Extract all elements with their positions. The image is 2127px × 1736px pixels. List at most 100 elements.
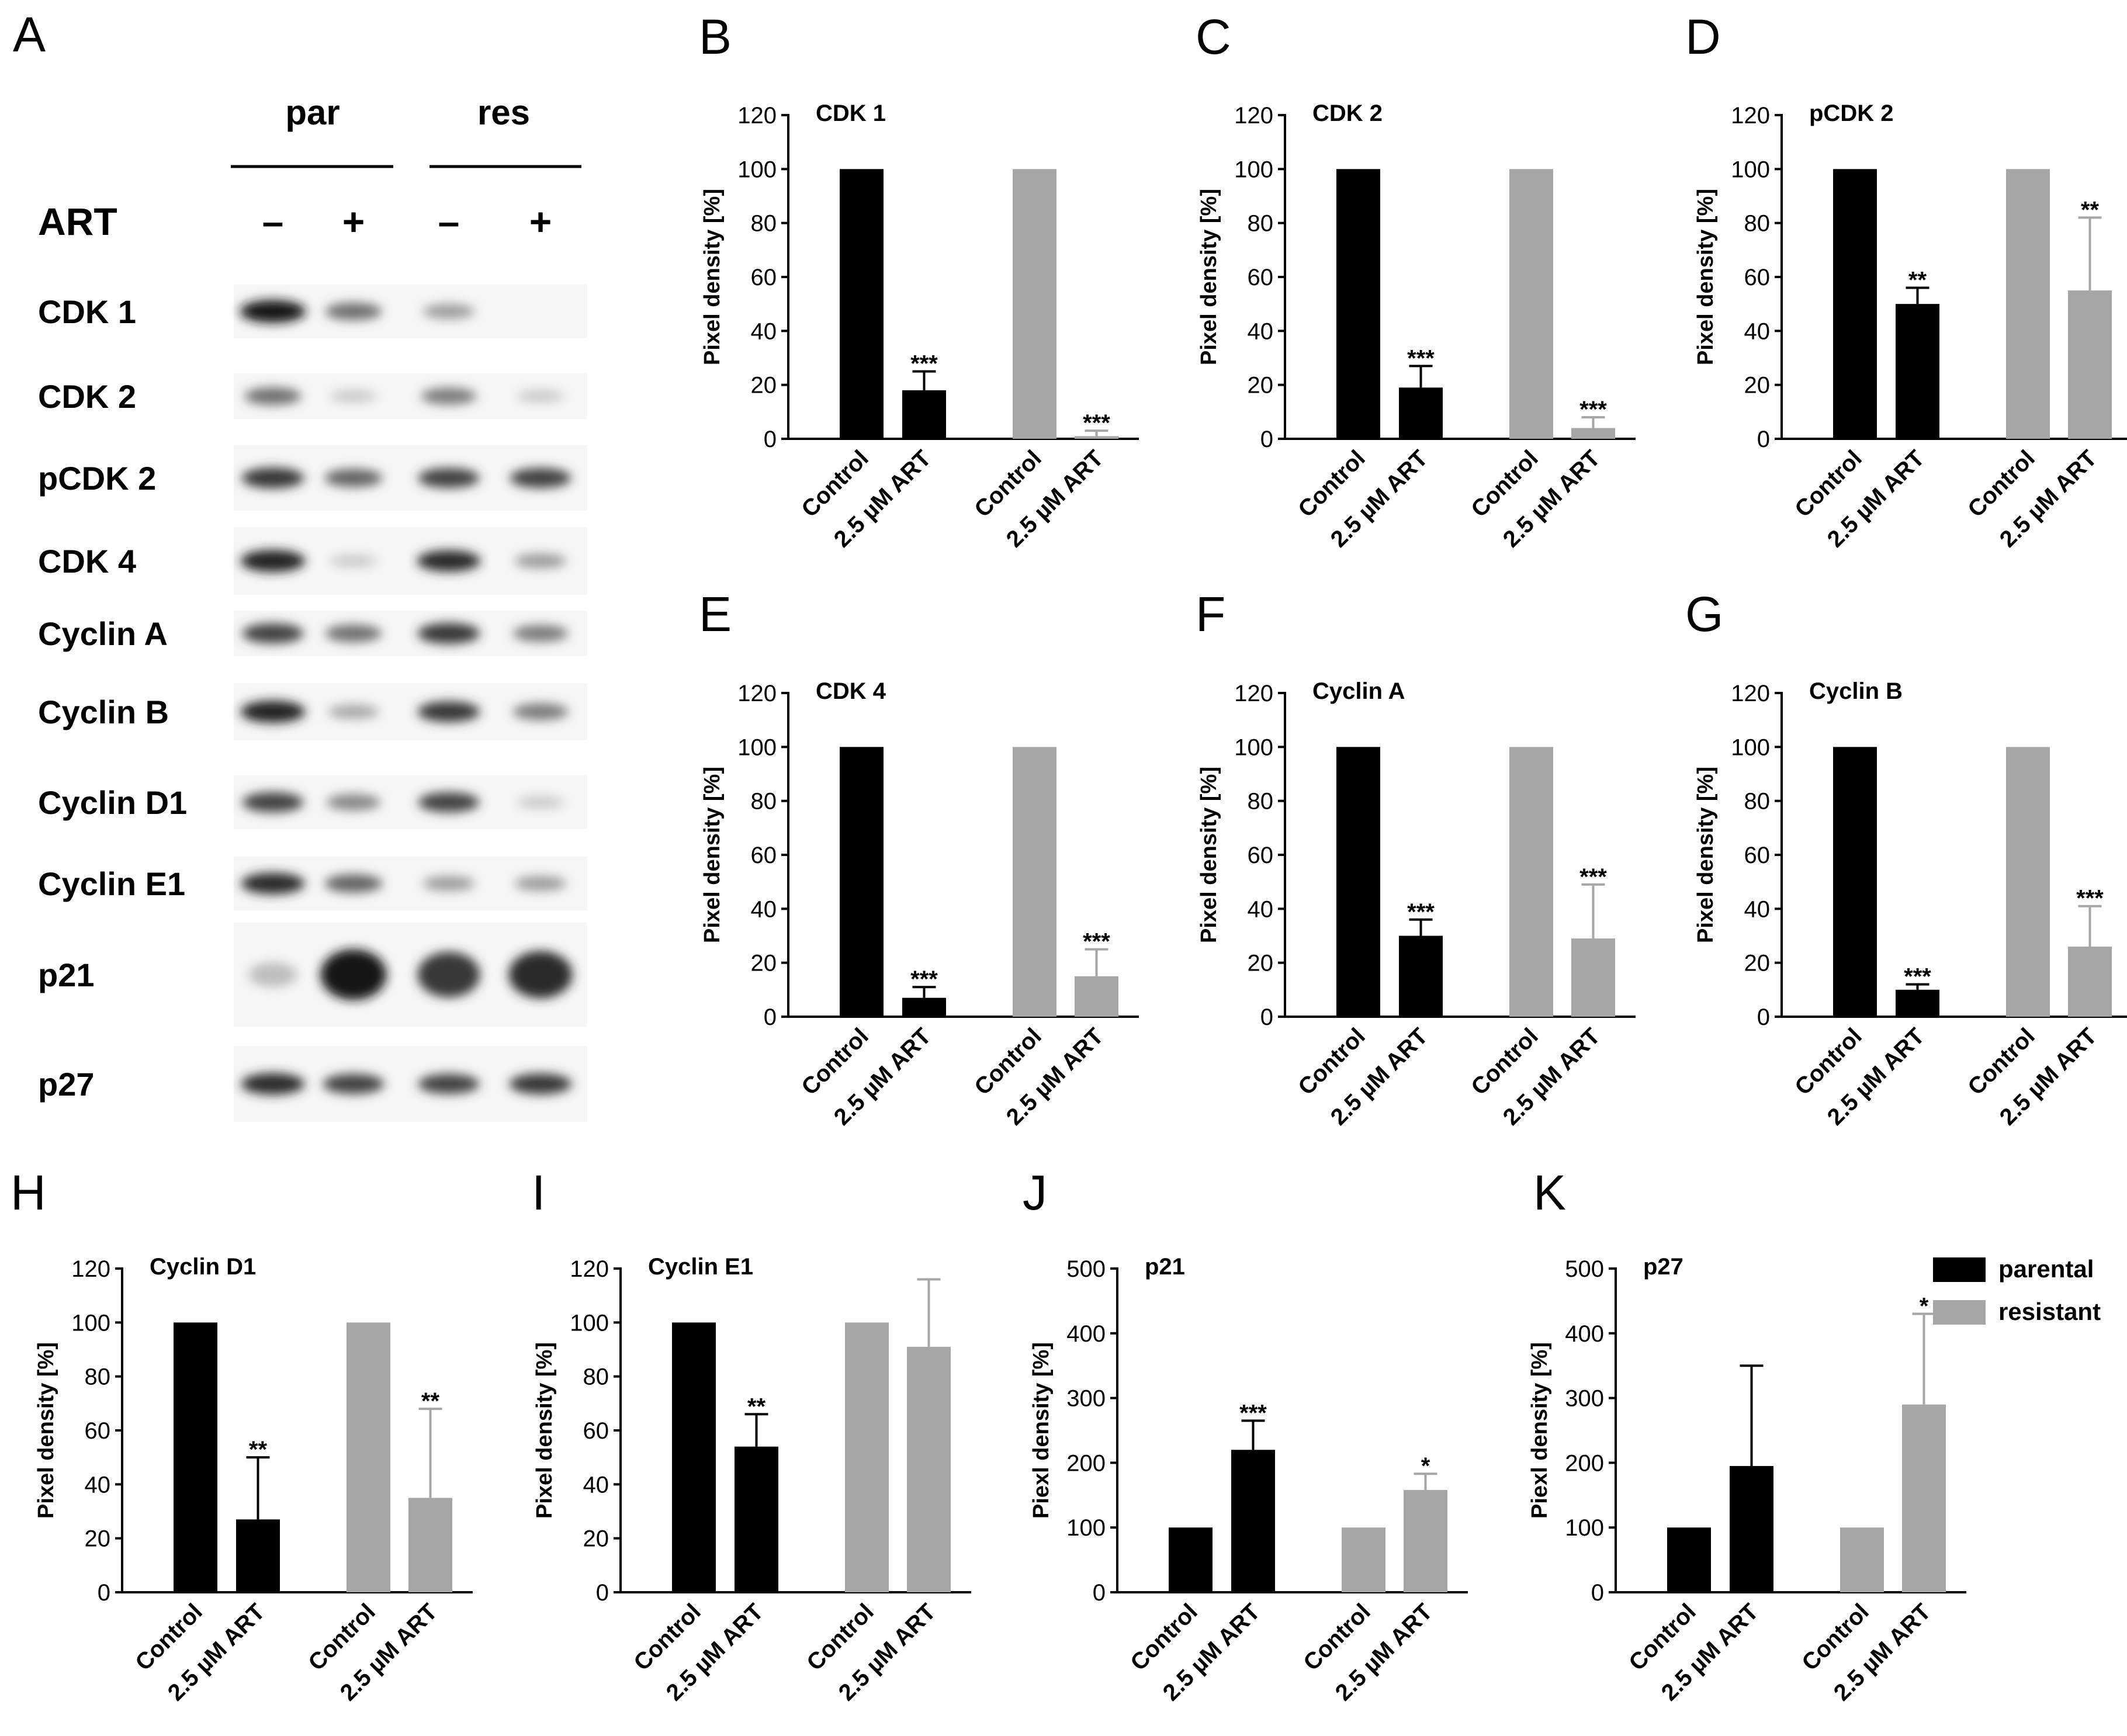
blot-band — [320, 949, 387, 1000]
y-tick-label: 0 — [596, 1580, 609, 1606]
blot-band — [325, 302, 382, 321]
y-axis-title: Pixel density [%] — [1693, 189, 1718, 365]
chart-title: CDK 1 — [816, 101, 886, 126]
y-tick-label: 80 — [751, 789, 777, 815]
significance-label: *** — [1083, 410, 1110, 436]
blot-row-label-5: Cyclin B — [38, 694, 169, 730]
y-tick-label: 60 — [583, 1418, 609, 1444]
y-tick-label: 20 — [583, 1526, 609, 1552]
y-tick-label: 120 — [1731, 103, 1770, 129]
significance-label: *** — [1579, 397, 1607, 422]
panel-letter-c: C — [1196, 9, 1231, 64]
blot-band — [242, 792, 304, 813]
y-tick-label: 0 — [98, 1580, 110, 1606]
panel-letter-h: H — [11, 1165, 46, 1220]
chart-panel-i: I 0 20 40 60 80 100 120 Pixel density [%] Cyclin … — [532, 1165, 971, 1706]
bar-resistant-3 — [2068, 290, 2112, 439]
y-tick-label: 80 — [583, 1364, 609, 1390]
bar-resistant-3 — [1404, 1489, 1447, 1592]
blot-band — [240, 550, 306, 572]
chart-title: CDK 4 — [816, 678, 886, 704]
chart-title: Cyclin E1 — [648, 1254, 753, 1280]
y-tick-label: 400 — [1565, 1321, 1604, 1347]
blot-band — [422, 876, 475, 891]
bar-parental-1 — [1730, 1465, 1773, 1592]
y-tick-label: 80 — [1744, 789, 1771, 815]
bar-parental-0 — [1833, 169, 1877, 439]
blot-band — [422, 304, 475, 319]
blot-band — [421, 387, 477, 405]
y-tick-label: 40 — [85, 1472, 111, 1498]
y-tick-label: 100 — [1234, 734, 1273, 760]
significance-label: *** — [1579, 864, 1607, 890]
blot-band — [241, 467, 304, 488]
bar-parental-1 — [902, 997, 946, 1017]
blot-row-label-2: pCDK 2 — [38, 460, 156, 497]
blot-band — [242, 623, 304, 644]
significance-label: ** — [747, 1394, 766, 1419]
y-tick-label: 60 — [85, 1418, 111, 1444]
y-tick-label: 20 — [1248, 373, 1274, 399]
blot-row-label-9: p27 — [38, 1066, 95, 1103]
y-tick-label: 20 — [85, 1526, 111, 1552]
y-tick-label: 20 — [751, 373, 777, 399]
blot-band — [417, 701, 480, 722]
legend-label-parental: parental — [1998, 1255, 2094, 1283]
blot-band — [330, 555, 377, 567]
blot-band — [328, 704, 379, 719]
y-tick-label: 100 — [1731, 157, 1770, 182]
bar-resistant-2 — [2006, 747, 2050, 1017]
panel-letter-d: D — [1685, 9, 1721, 64]
blot-band — [330, 390, 377, 403]
y-tick-label: 100 — [1234, 157, 1273, 182]
chart-title: Cyclin B — [1809, 678, 1903, 704]
y-tick-label: 0 — [1757, 1004, 1770, 1030]
blot-treatment-label: ART — [38, 200, 117, 243]
y-axis-title: Pixel density [%] — [700, 189, 725, 365]
y-tick-label: 20 — [1248, 951, 1274, 976]
bar-parental-0 — [1833, 747, 1877, 1017]
y-tick-label: 0 — [764, 427, 777, 452]
bar-parental-0 — [840, 169, 884, 439]
blot-band — [512, 703, 569, 720]
y-tick-label: 20 — [1744, 951, 1771, 976]
y-tick-label: 120 — [737, 103, 777, 129]
y-axis-title: Pixel density [%] — [1693, 767, 1718, 943]
y-tick-label: 80 — [1744, 211, 1771, 237]
y-tick-label: 40 — [583, 1472, 609, 1498]
y-tick-label: 400 — [1066, 1321, 1106, 1347]
y-tick-label: 100 — [737, 157, 777, 182]
legend-label-resistant: resistant — [1998, 1298, 2101, 1325]
y-tick-label: 300 — [1565, 1386, 1604, 1412]
significance-label: *** — [910, 966, 938, 992]
y-tick-label: 100 — [1565, 1515, 1604, 1541]
panel-letter-i: I — [532, 1165, 545, 1220]
y-tick-label: 80 — [751, 211, 777, 237]
y-axis-title: Piexl density [%] — [1029, 1342, 1054, 1519]
y-tick-label: 100 — [1731, 734, 1770, 760]
y-tick-label: 80 — [85, 1364, 111, 1390]
bar-resistant-3 — [907, 1346, 951, 1592]
bar-parental-1 — [1399, 387, 1443, 439]
y-tick-label: 100 — [570, 1310, 609, 1336]
bar-parental-1 — [1896, 304, 1939, 439]
chart-title: pCDK 2 — [1809, 101, 1893, 126]
blot-band — [241, 872, 305, 895]
blot-band — [514, 876, 567, 891]
y-tick-label: 0 — [1591, 1580, 1604, 1606]
blot-treatment-sign-1: + — [342, 200, 365, 243]
bar-parental-1 — [735, 1446, 778, 1592]
bar-resistant-2 — [347, 1322, 390, 1592]
blot-band — [510, 467, 571, 488]
bar-parental-1 — [1399, 935, 1443, 1017]
y-tick-label: 80 — [1248, 789, 1274, 815]
chart-title: Cyclin D1 — [150, 1254, 256, 1280]
y-axis-title: Pixel density [%] — [1197, 189, 1221, 365]
chart-panel-f: F 0 20 40 60 80 100 120 Pixel density [%] Cyclin … — [1196, 587, 1636, 1130]
significance-label: *** — [1083, 929, 1110, 955]
y-axis-title: Pixel density [%] — [532, 1342, 557, 1519]
y-tick-label: 40 — [1248, 896, 1274, 922]
y-tick-label: 60 — [751, 265, 777, 290]
